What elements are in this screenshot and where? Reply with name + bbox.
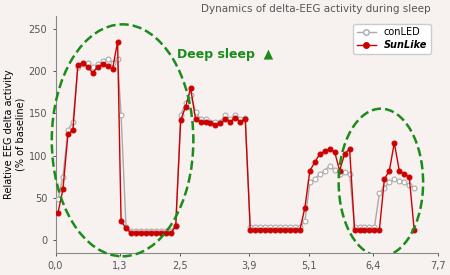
conLED [105,57,110,60]
SunLike [362,228,367,231]
Y-axis label: Relative EEG delta activity
(% of baseline): Relative EEG delta activity (% of baseli… [4,70,26,199]
conLED [243,116,248,119]
SunLike [115,40,120,43]
Legend: conLED, SunLike: conLED, SunLike [353,24,431,54]
Line: SunLike: SunLike [55,39,417,235]
conLED [128,230,134,233]
conLED [362,226,367,229]
conLED [55,198,61,201]
conLED [372,226,377,229]
SunLike [143,232,148,235]
SunLike [411,228,417,231]
SunLike [128,232,134,235]
SunLike [183,105,189,108]
conLED [183,101,189,105]
Text: Dynamics of delta-EEG activity during sleep: Dynamics of delta-EEG activity during sl… [201,4,430,14]
conLED [411,186,417,189]
Text: Deep sleep  ▲: Deep sleep ▲ [177,48,274,61]
SunLike [372,228,377,231]
SunLike [387,169,392,172]
SunLike [243,118,248,121]
conLED [387,181,392,184]
SunLike [55,211,61,215]
conLED [143,230,148,233]
Line: conLED: conLED [55,56,417,234]
